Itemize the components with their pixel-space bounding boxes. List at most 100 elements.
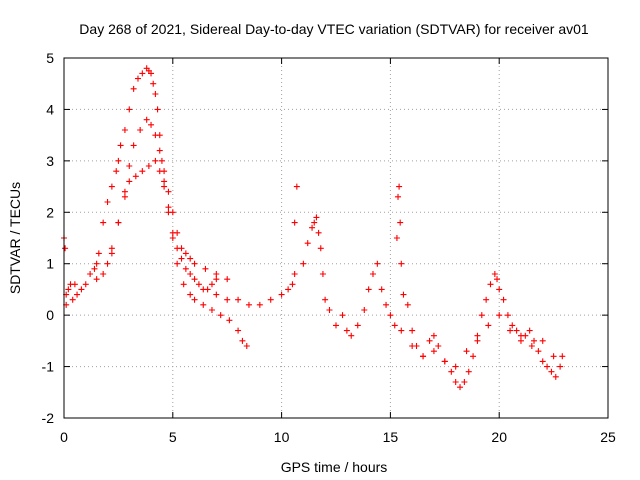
data-point xyxy=(178,255,185,262)
data-point xyxy=(483,296,490,303)
y-tick-label: -2 xyxy=(42,410,55,426)
data-point xyxy=(148,121,155,128)
data-point xyxy=(315,229,322,236)
data-point xyxy=(470,353,477,360)
data-point xyxy=(148,70,155,77)
data-point xyxy=(95,250,102,257)
data-point xyxy=(145,163,152,169)
data-point xyxy=(507,327,514,334)
data-point xyxy=(150,80,157,87)
data-point xyxy=(174,229,181,236)
data-point xyxy=(513,327,520,334)
data-point xyxy=(365,286,372,293)
data-point xyxy=(485,322,492,329)
data-point xyxy=(487,281,494,288)
data-point xyxy=(535,348,542,355)
data-point xyxy=(426,337,433,344)
data-point xyxy=(291,219,298,226)
data-point xyxy=(156,147,163,154)
data-point xyxy=(161,183,168,190)
data-point xyxy=(391,322,398,329)
data-point xyxy=(463,348,470,355)
data-point xyxy=(130,142,137,149)
data-point xyxy=(104,199,111,205)
data-point xyxy=(226,317,233,324)
data-point xyxy=(333,322,339,329)
data-point xyxy=(165,188,172,195)
data-point xyxy=(169,235,176,241)
data-point xyxy=(195,281,202,288)
data-point xyxy=(539,337,546,344)
data-point xyxy=(165,209,172,216)
data-point xyxy=(526,327,533,334)
y-axis-label: SDTVAR / TECUs xyxy=(7,182,23,294)
data-point xyxy=(156,168,163,175)
data-point xyxy=(398,260,405,267)
data-point xyxy=(343,327,350,334)
data-point xyxy=(559,353,566,360)
data-point xyxy=(71,281,78,288)
data-point xyxy=(383,301,390,308)
data-point xyxy=(139,70,146,77)
data-point xyxy=(180,281,187,288)
data-point xyxy=(396,183,403,190)
y-tick-label: 1 xyxy=(46,256,54,272)
data-point xyxy=(152,132,159,139)
data-point xyxy=(378,286,385,293)
data-point xyxy=(291,271,298,277)
data-point xyxy=(121,188,128,195)
series-sdtvar xyxy=(61,65,566,391)
x-tick-label: 5 xyxy=(169,429,177,445)
data-point xyxy=(457,384,464,391)
data-point xyxy=(369,271,376,277)
data-point xyxy=(213,276,220,283)
data-point xyxy=(430,332,437,339)
data-point xyxy=(100,271,107,277)
y-tick-label: -1 xyxy=(42,359,55,375)
data-point xyxy=(115,219,122,226)
x-tick-label: 10 xyxy=(274,429,290,445)
data-point xyxy=(300,260,307,267)
data-point xyxy=(143,116,150,123)
data-point xyxy=(191,260,198,267)
data-point xyxy=(104,260,111,267)
x-tick-label: 0 xyxy=(60,429,68,445)
data-point xyxy=(420,353,427,360)
data-point xyxy=(208,281,215,288)
data-point xyxy=(267,296,274,303)
data-point xyxy=(187,271,194,277)
grid-lines xyxy=(64,58,608,418)
data-point xyxy=(74,291,81,298)
data-point xyxy=(108,250,115,257)
data-point xyxy=(121,193,128,200)
data-point xyxy=(397,219,404,226)
data-point xyxy=(224,276,231,283)
data-point xyxy=(126,106,133,113)
x-tick-label: 20 xyxy=(491,429,507,445)
data-point xyxy=(435,343,442,349)
data-point xyxy=(62,245,69,252)
data-point xyxy=(474,332,481,339)
data-point xyxy=(152,157,159,164)
data-point xyxy=(304,240,311,247)
data-point xyxy=(182,265,189,272)
data-point xyxy=(500,296,507,303)
data-point xyxy=(113,168,120,175)
data-point xyxy=(509,322,516,329)
data-point xyxy=(285,286,292,293)
data-point xyxy=(326,307,333,313)
data-point xyxy=(293,183,300,190)
data-point xyxy=(224,296,231,303)
y-tick-label: 5 xyxy=(46,50,54,66)
data-point xyxy=(398,327,405,334)
data-point xyxy=(174,260,181,267)
data-point xyxy=(243,343,250,349)
data-point xyxy=(404,301,411,308)
data-point xyxy=(134,75,141,82)
data-point xyxy=(539,358,546,365)
data-point xyxy=(152,91,159,97)
data-point xyxy=(130,85,137,92)
data-point xyxy=(552,373,559,380)
data-point xyxy=(317,245,324,252)
data-point xyxy=(191,296,198,303)
